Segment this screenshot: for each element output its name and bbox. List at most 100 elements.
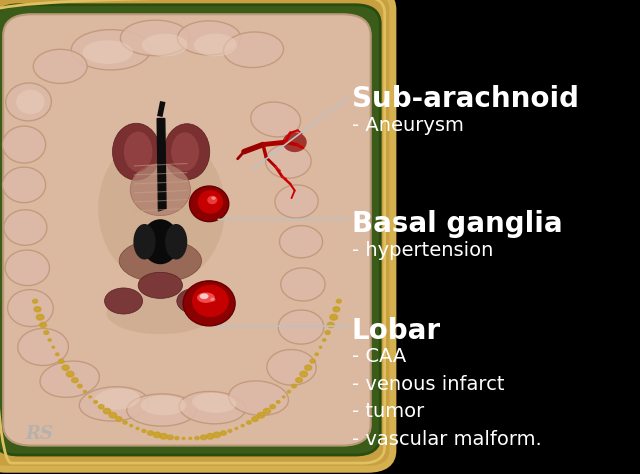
Circle shape (263, 409, 271, 414)
Ellipse shape (16, 90, 45, 114)
Ellipse shape (98, 133, 225, 284)
Circle shape (195, 437, 199, 439)
Ellipse shape (141, 395, 186, 415)
Ellipse shape (142, 34, 188, 56)
Circle shape (62, 365, 69, 370)
Circle shape (34, 307, 41, 312)
Circle shape (48, 339, 51, 341)
Circle shape (99, 405, 104, 409)
Ellipse shape (79, 387, 149, 421)
Ellipse shape (5, 250, 49, 285)
Text: - hypertension: - hypertension (352, 241, 493, 260)
Ellipse shape (106, 292, 214, 334)
Circle shape (160, 434, 167, 439)
Circle shape (56, 353, 59, 356)
Ellipse shape (278, 310, 324, 344)
Circle shape (292, 384, 296, 388)
Circle shape (246, 421, 251, 424)
Circle shape (36, 314, 44, 320)
Circle shape (33, 299, 38, 303)
Ellipse shape (33, 49, 87, 83)
Circle shape (315, 353, 318, 356)
Circle shape (83, 391, 86, 393)
Ellipse shape (211, 298, 216, 301)
Ellipse shape (283, 132, 307, 152)
Ellipse shape (141, 219, 179, 264)
Ellipse shape (165, 224, 188, 260)
Ellipse shape (177, 288, 216, 314)
Circle shape (103, 409, 111, 414)
Ellipse shape (189, 186, 228, 222)
Circle shape (287, 391, 291, 393)
Ellipse shape (192, 393, 236, 413)
Circle shape (276, 401, 280, 403)
Ellipse shape (281, 268, 325, 301)
FancyBboxPatch shape (3, 14, 371, 446)
Circle shape (213, 432, 221, 438)
Circle shape (52, 346, 54, 348)
Ellipse shape (133, 224, 156, 260)
Ellipse shape (200, 293, 209, 299)
Ellipse shape (192, 285, 228, 317)
Circle shape (59, 359, 64, 363)
Circle shape (241, 425, 244, 427)
Ellipse shape (198, 190, 223, 214)
Circle shape (228, 429, 232, 432)
Ellipse shape (207, 196, 218, 204)
Text: - venous infarct: - venous infarct (352, 375, 504, 394)
Ellipse shape (6, 83, 51, 121)
Ellipse shape (127, 394, 196, 426)
Ellipse shape (197, 292, 215, 303)
Circle shape (136, 428, 139, 429)
Text: - CAA: - CAA (352, 347, 406, 366)
Circle shape (72, 378, 78, 383)
Ellipse shape (280, 226, 323, 258)
Text: Sub-arachnoid: Sub-arachnoid (352, 85, 579, 113)
Ellipse shape (8, 290, 53, 327)
Circle shape (325, 331, 330, 335)
Circle shape (282, 396, 285, 398)
Ellipse shape (95, 388, 140, 410)
Ellipse shape (267, 349, 316, 385)
Ellipse shape (3, 126, 45, 163)
Circle shape (330, 314, 337, 320)
Circle shape (94, 401, 97, 403)
Circle shape (323, 339, 326, 341)
Circle shape (257, 412, 265, 418)
Circle shape (116, 417, 122, 421)
Polygon shape (157, 118, 166, 211)
Circle shape (189, 438, 192, 439)
Text: - Aneurysm: - Aneurysm (352, 116, 463, 135)
Text: - vascular malform.: - vascular malform. (352, 430, 541, 449)
Circle shape (175, 437, 179, 439)
Circle shape (221, 431, 227, 435)
Ellipse shape (130, 164, 191, 216)
Circle shape (154, 432, 161, 438)
Ellipse shape (83, 40, 133, 64)
Circle shape (207, 433, 214, 439)
Ellipse shape (18, 328, 68, 365)
Ellipse shape (266, 144, 311, 178)
Circle shape (235, 428, 237, 429)
Circle shape (182, 438, 185, 439)
Ellipse shape (138, 272, 182, 299)
Ellipse shape (177, 21, 241, 55)
Circle shape (67, 371, 74, 377)
Ellipse shape (40, 361, 99, 397)
Circle shape (333, 307, 340, 312)
Circle shape (77, 384, 82, 388)
Ellipse shape (4, 210, 47, 246)
Text: Basal ganglia: Basal ganglia (352, 210, 563, 237)
Circle shape (40, 322, 47, 328)
Circle shape (337, 300, 341, 303)
Circle shape (142, 429, 146, 432)
Ellipse shape (120, 20, 190, 55)
Ellipse shape (164, 124, 210, 180)
Circle shape (130, 425, 132, 427)
Ellipse shape (251, 102, 301, 137)
Circle shape (296, 378, 302, 383)
Circle shape (327, 322, 334, 328)
Ellipse shape (113, 123, 160, 180)
Circle shape (252, 417, 259, 421)
Circle shape (123, 421, 127, 424)
